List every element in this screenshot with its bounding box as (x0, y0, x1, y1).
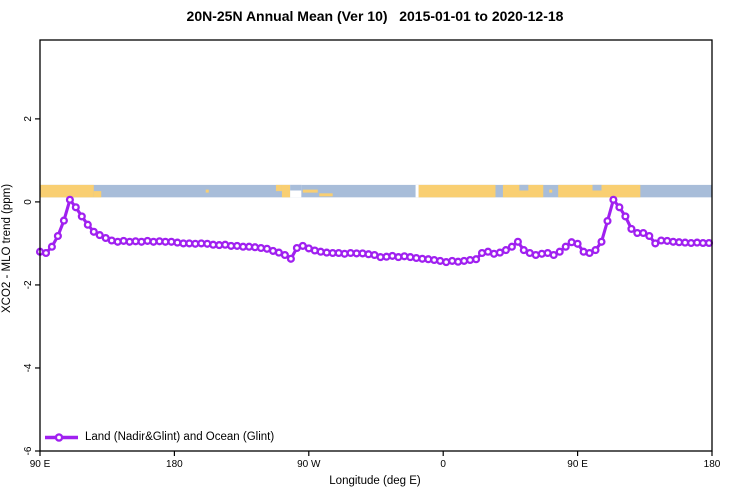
data-point (651, 239, 660, 248)
y-tick-label: -6 (23, 446, 34, 455)
map-band-land (281, 184, 291, 198)
map-band-land (205, 189, 209, 193)
data-point (460, 256, 469, 265)
map-band-land (93, 191, 102, 198)
data-point (77, 212, 86, 221)
map-band-land (275, 184, 282, 192)
data-point (59, 216, 68, 225)
data-point (603, 216, 612, 226)
data-point (137, 237, 146, 246)
map-band-ocean-patch (290, 184, 302, 191)
y-axis-title: XCO2 - MLO trend (ppm) (1, 183, 13, 313)
y-tick-label: -4 (23, 363, 34, 372)
data-point (555, 247, 564, 256)
data-point (436, 256, 445, 265)
x-tick-label: 0 (440, 459, 446, 470)
chart-title: 20N-25N Annual Mean (Ver 10) 2015-01-01 … (186, 8, 564, 24)
legend-marker-icon (54, 433, 64, 442)
data-point (531, 250, 540, 260)
map-band-land (502, 184, 544, 198)
data-point (549, 250, 558, 260)
data-point (645, 231, 654, 241)
data-point (609, 195, 618, 204)
data-point (621, 212, 630, 221)
data-point (286, 254, 295, 263)
map-band-gap (290, 184, 302, 198)
y-tick-label: -2 (23, 280, 34, 289)
x-axis-title: Longitude (deg E) (329, 475, 421, 487)
data-point (143, 236, 152, 245)
data-point (406, 253, 415, 262)
map-band-land (40, 184, 94, 198)
map-band-ocean (40, 184, 712, 198)
data-point (639, 228, 648, 238)
data-point (83, 220, 92, 229)
data-point (65, 195, 74, 204)
x-tick-label: 90 E (30, 459, 51, 470)
data-point (519, 246, 528, 255)
y-tick-label: 0 (23, 199, 34, 205)
map-band-land (319, 193, 333, 197)
data-point (591, 246, 600, 255)
data-point (71, 203, 80, 212)
plot-frame (39, 39, 713, 452)
map-band-land (418, 184, 496, 198)
map-band-ocean-patch (592, 184, 602, 191)
data-point (615, 203, 624, 212)
data-point (280, 250, 289, 260)
data-point (513, 237, 522, 246)
data-point (501, 246, 510, 255)
legend-label: Land (Nadir&Glint) and Ocean (Glint) (85, 431, 275, 443)
data-point (89, 227, 98, 236)
data-point (388, 251, 397, 260)
x-tick-label: 180 (704, 459, 721, 470)
data-point (430, 255, 439, 265)
data-point (597, 237, 606, 246)
data-point (663, 236, 672, 245)
data-point (627, 224, 636, 233)
data-point (704, 238, 714, 248)
data-point (95, 231, 104, 240)
map-band-land (558, 184, 641, 198)
map-band-gap (415, 184, 419, 198)
x-tick-label: 180 (166, 459, 183, 470)
x-tick-label: 90 E (567, 459, 588, 470)
data-point (41, 248, 51, 258)
data-point (561, 242, 570, 251)
data-point (573, 239, 582, 248)
map-band-ocean-patch (519, 184, 529, 191)
data-point (316, 247, 325, 256)
data-point (507, 242, 516, 251)
data-point (47, 242, 56, 251)
map-band-land (302, 189, 318, 193)
x-tick-label: 90 W (297, 459, 321, 470)
data-point (472, 255, 481, 264)
data-point (442, 258, 451, 267)
data-point (53, 231, 62, 241)
y-tick-label: 2 (23, 116, 34, 122)
data-point (585, 248, 594, 258)
map-band-land (549, 189, 553, 193)
data-point (119, 236, 128, 245)
